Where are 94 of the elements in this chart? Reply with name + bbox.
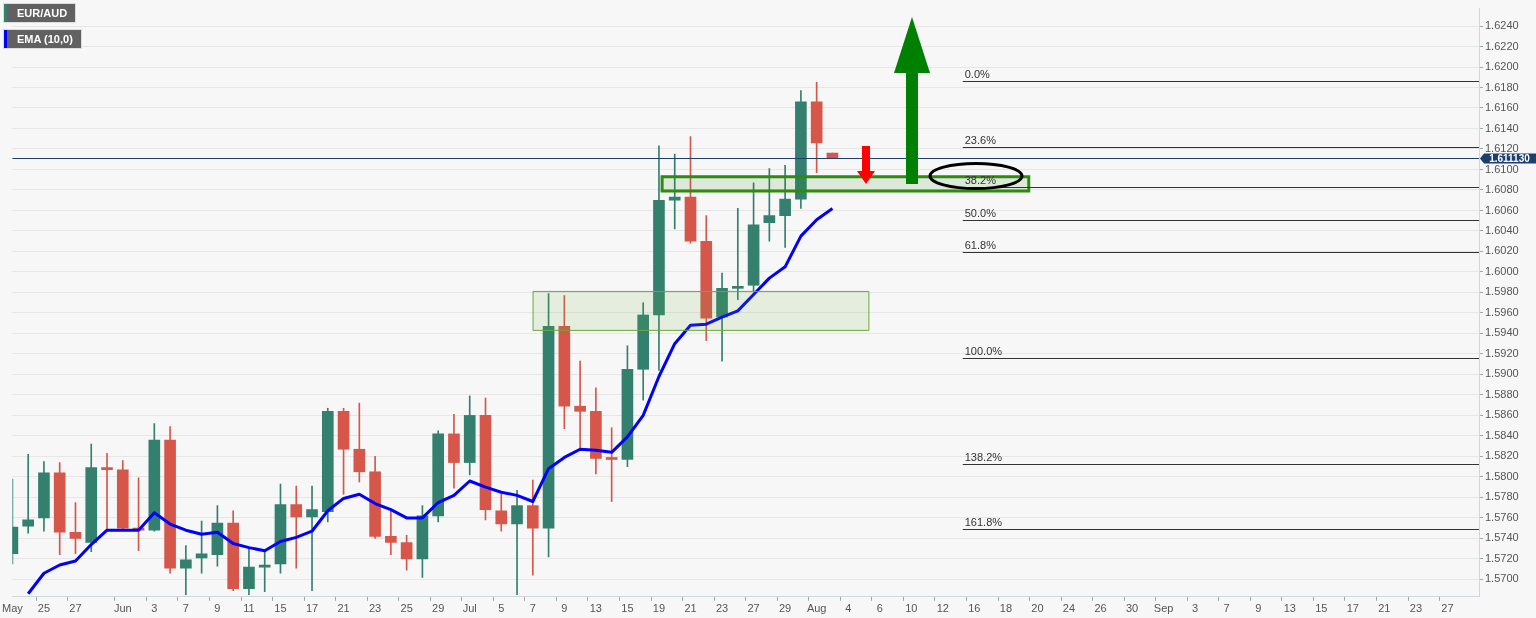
candlestick <box>101 453 113 530</box>
annotation: 0.0% <box>964 68 991 81</box>
x-tick-label: 15 <box>621 602 634 615</box>
y-tick-label: 1.5740 <box>1485 531 1519 544</box>
x-tick-label: 25 <box>400 602 413 615</box>
y-tick-label: 1.5880 <box>1485 387 1519 400</box>
x-tick-label: 23 <box>368 602 382 615</box>
x-tick-label: 15 <box>274 602 287 615</box>
x-tick-label: 26 <box>1094 602 1107 615</box>
candlestick <box>574 360 586 450</box>
y-tick-label: 1.6140 <box>1485 121 1519 134</box>
candlestick <box>668 153 681 230</box>
y-tick-label: 1.5840 <box>1485 428 1519 441</box>
x-tick-label: 12 <box>936 602 949 615</box>
y-tick-label: 1.6040 <box>1485 224 1519 236</box>
annotation: 138.2% <box>964 451 1003 464</box>
annotation: 23.6% <box>964 134 997 147</box>
y-tick-label: 1.6200 <box>1485 60 1519 73</box>
y-tick-label: 1.6220 <box>1485 39 1519 52</box>
x-tick-label: Sep <box>1153 602 1174 615</box>
x-tick-label: 19 <box>652 602 666 615</box>
x-tick-label: 3 <box>151 602 158 615</box>
annotation: 100.0% <box>964 345 1003 358</box>
y-tick-label: 1.6240 <box>1485 19 1519 32</box>
x-tick-label: 11 <box>243 602 255 615</box>
x-tick-label: 7 <box>1223 602 1230 615</box>
y-tick-label: 1.6100 <box>1485 162 1519 175</box>
annotation: 50.0% <box>964 207 997 220</box>
x-tick-label: 9 <box>561 602 568 615</box>
candlestick <box>306 485 318 591</box>
legend-label: EMA (10,0) <box>16 33 74 45</box>
x-tick-label: 20 <box>1031 602 1044 615</box>
x-tick-label: 5 <box>498 602 505 615</box>
x-tick-label: 18 <box>999 602 1013 615</box>
x-tick-label: 24 <box>1062 602 1076 615</box>
x-tick-label: 21 <box>337 602 350 615</box>
y-tick-label: 1.5960 <box>1485 305 1519 318</box>
x-tick-label: 21 <box>684 602 697 615</box>
candlestick <box>180 545 192 596</box>
x-tick-label: 10 <box>905 602 918 615</box>
y-tick-label: 1.6120 <box>1485 142 1519 155</box>
candlestick <box>511 489 523 596</box>
x-tick-label: 13 <box>589 602 603 615</box>
candlestick <box>731 208 744 300</box>
x-tick-label: 9 <box>1255 602 1262 615</box>
x-tick-label: 29 <box>432 602 445 615</box>
x-tick-label: 7 <box>182 602 189 615</box>
y-tick-label: 1.6000 <box>1485 264 1519 277</box>
x-tick-label: 16 <box>968 602 981 615</box>
y-tick-label: 1.6160 <box>1485 101 1519 114</box>
y-tick-label: 1.5860 <box>1485 408 1519 421</box>
x-tick-label: 27 <box>69 602 82 615</box>
x-tick-label: 25 <box>37 602 51 615</box>
x-tick-label: 15 <box>1315 602 1328 615</box>
x-tick-label: May <box>2 602 24 615</box>
annotation: 61.8% <box>964 239 997 252</box>
y-tick-label: 1.5720 <box>1485 551 1519 564</box>
y-tick-label: 1.5760 <box>1485 510 1519 523</box>
x-tick-label: 23 <box>715 602 729 615</box>
y-tick-label: 1.5920 <box>1485 346 1519 359</box>
x-tick-label: 17 <box>305 602 319 615</box>
y-tick-label: 1.5900 <box>1485 367 1519 380</box>
x-tick-label: 7 <box>529 602 536 615</box>
x-tick-label: 30 <box>1125 602 1139 615</box>
y-tick-label: 1.5700 <box>1485 572 1519 585</box>
y-tick-label: 1.6060 <box>1485 203 1519 216</box>
x-tick-label: Jul <box>462 602 477 615</box>
x-tick-label: 17 <box>1346 602 1359 615</box>
x-tick-label: 13 <box>1283 602 1296 615</box>
y-tick-label: 1.6080 <box>1485 183 1519 196</box>
x-tick-label: 3 <box>1192 602 1199 615</box>
x-tick-label: Aug <box>806 602 827 615</box>
candlestick <box>290 485 303 569</box>
x-tick-label: 21 <box>1378 602 1391 615</box>
x-tick-label: 23 <box>1409 602 1423 615</box>
x-tick-label: 9 <box>214 602 221 615</box>
x-tick-label: 4 <box>845 602 852 615</box>
x-tick-label: 6 <box>876 602 883 615</box>
y-tick-label: 1.5940 <box>1485 326 1519 339</box>
x-tick-label: 29 <box>779 602 792 615</box>
candlestick <box>385 509 397 556</box>
x-tick-label: 27 <box>1441 602 1454 615</box>
y-tick-label: 1.6180 <box>1485 80 1519 93</box>
y-tick-label: 1.5800 <box>1485 469 1519 482</box>
ref-line-label: 1.611130 <box>1489 152 1531 164</box>
candlestick <box>22 454 34 534</box>
x-tick-label: 27 <box>747 602 760 615</box>
y-tick-label: 1.5780 <box>1485 490 1519 503</box>
y-tick-label: 1.5820 <box>1485 449 1519 462</box>
annotation: 161.8% <box>964 516 1003 529</box>
x-tick-label: Jun <box>113 602 132 615</box>
y-tick-label: 1.6020 <box>1485 244 1519 257</box>
legend-label: EUR/AUD <box>16 7 69 19</box>
y-tick-label: 1.5980 <box>1485 285 1519 298</box>
